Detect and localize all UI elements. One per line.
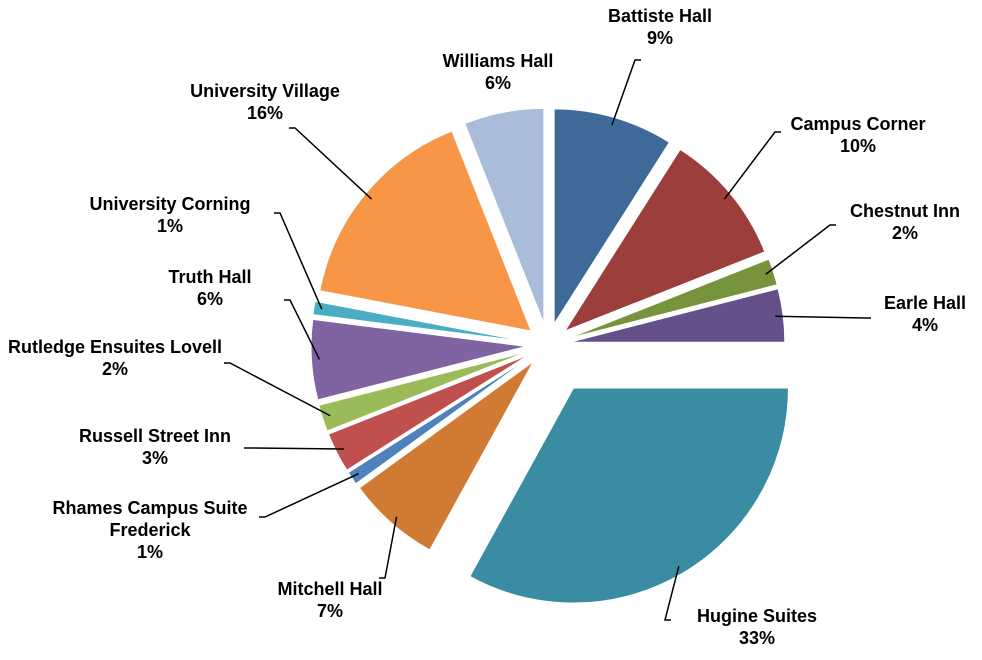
leader-line [379,516,398,579]
slice-label: Battiste Hall 9% [550,5,770,49]
leader-line [274,212,323,310]
value-label: 2% [891,223,918,243]
value-label: 3% [141,448,168,468]
category-name: Hugine Suites [696,606,817,626]
pie-slice [327,354,529,471]
value-label: 6% [484,73,511,93]
leader-line [611,59,641,126]
value-label: 9% [646,28,673,48]
slice-label: Mitchell Hall 7% [220,578,440,622]
pie-slice [568,258,778,339]
category-name: Rutledge Ensuites Lovell [7,337,223,357]
category-name: Battiste Hall [607,6,713,26]
value-label: 2% [101,359,128,379]
value-label: 1% [156,216,183,236]
pie-slice [563,148,766,333]
category-name: Earle Hall [883,293,967,313]
slice-label: Rhames Campus Suite Frederick 1% [50,497,250,563]
leader-line [289,127,373,200]
slice-label: Hugine Suites 33% [647,605,867,649]
leader-line [224,362,331,417]
category-name: Truth Hall [168,267,252,287]
category-name: University Village [190,81,340,101]
value-label: 33% [738,628,776,648]
slice-label: Chestnut Inn 2% [795,200,982,244]
category-name: University Corning [89,194,251,214]
value-label: 4% [911,315,938,335]
category-name: Chestnut Inn [850,201,960,221]
value-label: 1% [136,542,163,562]
category-name: Mitchell Hall [277,579,383,599]
category-name: Rhames Campus Suite Frederick [52,498,248,540]
slice-label: Campus Corner 10% [748,113,968,157]
leader-line [664,566,680,621]
leader-line [723,131,781,200]
slice-label: University Corning 1% [60,193,280,237]
pie-slice [464,107,545,324]
leader-line [284,299,321,360]
value-label: 16% [246,103,284,123]
slice-label: Williams Hall 6% [388,50,608,94]
leader-line [244,447,344,450]
value-label: 6% [196,289,223,309]
slice-label: University Village 16% [155,80,375,124]
value-label: 10% [839,136,877,156]
category-name: Williams Hall [442,51,554,71]
slice-label: Rutledge Ensuites Lovell 2% [5,336,225,380]
category-name: Campus Corner [790,114,926,134]
slice-label: Russell Street Inn 3% [45,425,265,469]
leader-line [775,315,871,319]
pie-slice [358,361,534,551]
pie-slice [312,300,527,343]
leader-line [765,224,836,275]
pie-slice [318,351,528,432]
value-label: 7% [316,601,343,621]
pie-slice [469,387,789,604]
pie-slice [569,288,786,343]
category-name: Russell Street Inn [78,426,232,446]
slice-label: Truth Hall 6% [100,266,320,310]
slice-label: Earle Hall 4% [815,292,982,336]
leader-line [259,473,359,518]
pie-slice [347,356,531,485]
pie-slice [310,318,527,401]
